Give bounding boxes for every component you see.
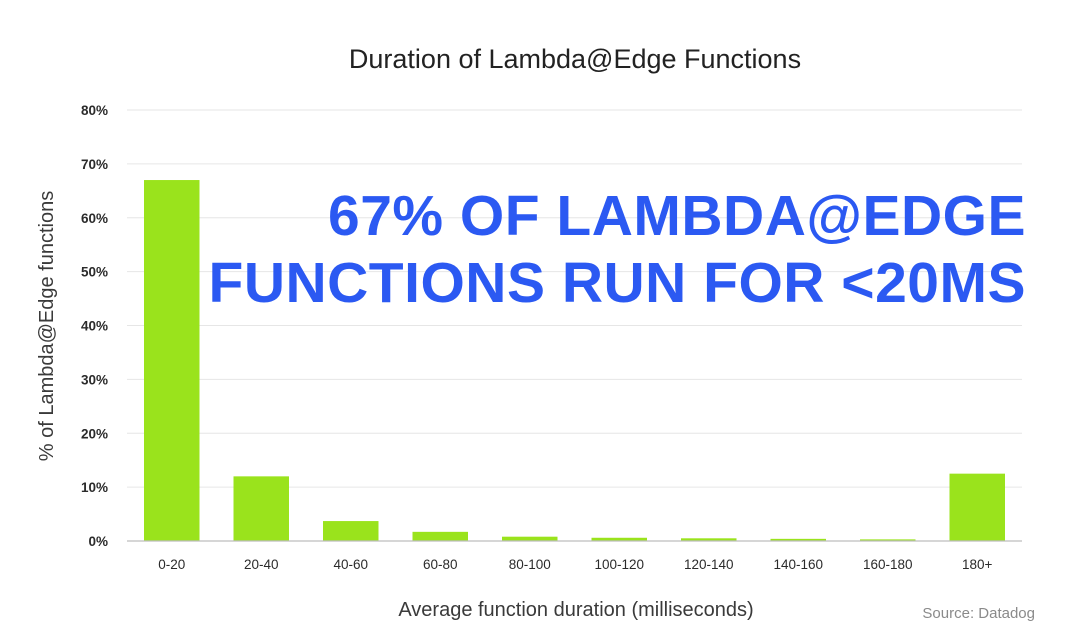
source-credit: Source: Datadog [922, 605, 1035, 622]
x-tick-label: 180+ [962, 557, 993, 572]
x-tick-label: 20-40 [244, 557, 279, 572]
bar-0-20 [144, 180, 200, 541]
y-tick-label: 40% [81, 319, 108, 334]
x-tick-label: 60-80 [423, 557, 458, 572]
y-tick-label: 50% [81, 265, 108, 280]
bar-160-180 [860, 539, 916, 541]
y-tick-label: 10% [81, 480, 108, 495]
y-tick-label: 30% [81, 372, 108, 387]
x-tick-label: 140-160 [773, 557, 823, 572]
bar-20-40 [233, 476, 289, 541]
bar-180+ [949, 473, 1005, 541]
y-tick-label: 70% [81, 157, 108, 172]
x-tick-label: 40-60 [333, 557, 368, 572]
x-tick-label: 0-20 [158, 557, 185, 572]
chart-title: Duration of Lambda@Edge Functions [349, 44, 801, 74]
bar-40-60 [323, 521, 379, 541]
bar-120-140 [681, 538, 737, 541]
y-tick-label: 80% [81, 103, 108, 118]
gridlines [127, 109, 1022, 488]
headline-line-2: FUNCTIONS RUN FOR <20MS [209, 251, 1027, 315]
x-tick-label: 160-180 [863, 557, 913, 572]
bar-60-80 [412, 531, 468, 541]
x-tick-label: 80-100 [509, 557, 551, 572]
headline-line-1: 67% OF LAMBDA@EDGE [328, 184, 1026, 248]
bar-80-100 [502, 536, 558, 541]
x-tick-labels: 0-20 20-40 40-60 60-80 80-100 100-120 120-140 1… [158, 557, 992, 572]
y-tick-label: 60% [81, 211, 108, 226]
y-tick-labels: 0% 10% 20% 30% 40% 50% 60% 70% 80% [81, 103, 108, 549]
x-axis-title: Average function duration (milliseconds) [398, 599, 753, 621]
bar-100-120 [591, 537, 647, 541]
x-tick-label: 100-120 [594, 557, 644, 572]
y-tick-label: 20% [81, 426, 108, 441]
y-axis-title: % of Lambda@Edge functions [36, 191, 58, 461]
x-tick-label: 120-140 [684, 557, 734, 572]
bar-140-160 [770, 538, 826, 541]
bars [144, 180, 1005, 541]
y-tick-label: 0% [88, 534, 108, 549]
